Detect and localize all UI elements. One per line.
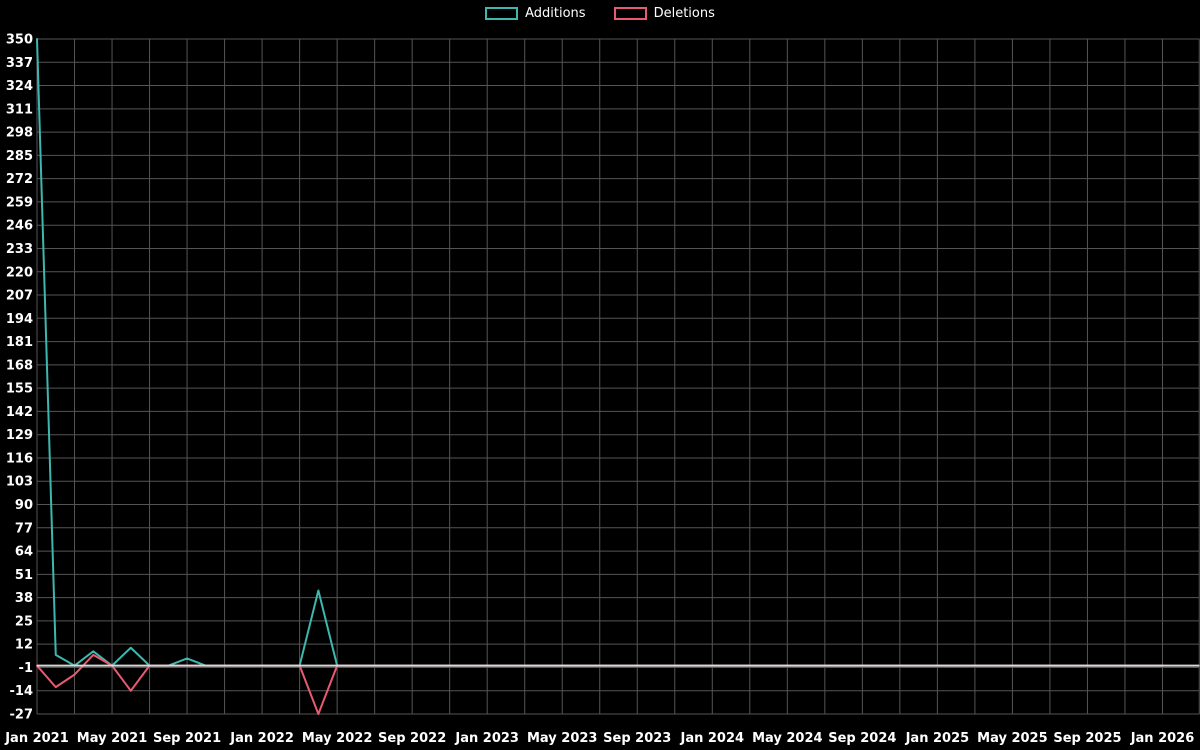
x-axis-tick-label: May 2022 bbox=[302, 731, 373, 746]
y-axis-tick-label: 220 bbox=[6, 265, 33, 280]
x-axis-tick-label: Sep 2023 bbox=[603, 731, 671, 746]
x-axis-tick-label: May 2025 bbox=[977, 731, 1048, 746]
x-axis-tick-label: Jan 2023 bbox=[454, 731, 519, 746]
x-axis-tick-label: May 2024 bbox=[752, 731, 823, 746]
y-axis-tick-label: 285 bbox=[6, 149, 33, 164]
y-axis-tick-label: 12 bbox=[15, 638, 33, 653]
y-axis-tick-label: -1 bbox=[19, 661, 33, 676]
y-axis-tick-label: 77 bbox=[15, 521, 33, 536]
x-axis-tick-label: Jan 2025 bbox=[905, 731, 970, 746]
legend-item-additions[interactable]: Additions bbox=[485, 6, 586, 21]
legend-label-deletions: Deletions bbox=[653, 6, 715, 21]
y-axis-tick-label: 207 bbox=[6, 289, 33, 304]
legend-label-additions: Additions bbox=[525, 6, 586, 21]
y-axis-tick-label: 233 bbox=[6, 242, 33, 257]
legend-item-deletions[interactable]: Deletions bbox=[613, 6, 715, 21]
y-axis-tick-label: 350 bbox=[6, 33, 33, 48]
y-axis-tick-label: 51 bbox=[15, 568, 33, 583]
x-axis-tick-label: May 2021 bbox=[77, 731, 148, 746]
y-axis-tick-label: -14 bbox=[10, 684, 34, 699]
y-axis-tick-label: 90 bbox=[15, 498, 33, 513]
y-axis-tick-label: 272 bbox=[6, 172, 33, 187]
y-axis-tick-label: 142 bbox=[6, 405, 33, 420]
x-axis-tick-label: Jan 2021 bbox=[4, 731, 69, 746]
x-axis-tick-label: Sep 2025 bbox=[1053, 731, 1121, 746]
x-axis-tick-label: May 2023 bbox=[527, 731, 598, 746]
y-axis-tick-label: 324 bbox=[6, 79, 33, 94]
y-axis-tick-label: 246 bbox=[6, 219, 33, 234]
y-axis-tick-label: 181 bbox=[6, 335, 33, 350]
y-axis-tick-label: 116 bbox=[6, 451, 33, 466]
additions-swatch-icon bbox=[485, 7, 519, 20]
chart-legend: Additions Deletions bbox=[0, 7, 1200, 20]
x-axis-tick-label: Jan 2026 bbox=[1130, 731, 1195, 746]
x-axis-tick-label: Sep 2021 bbox=[153, 731, 221, 746]
x-axis-tick-label: Sep 2024 bbox=[828, 731, 896, 746]
x-axis-tick-label: Jan 2022 bbox=[229, 731, 294, 746]
y-axis-tick-label: 103 bbox=[6, 475, 33, 490]
x-axis-tick-label: Sep 2022 bbox=[378, 731, 446, 746]
y-axis-tick-label: 337 bbox=[6, 56, 33, 71]
y-axis-tick-label: 311 bbox=[6, 102, 33, 117]
y-axis-tick-label: 64 bbox=[15, 545, 33, 560]
y-axis-tick-label: 129 bbox=[6, 428, 33, 443]
y-axis-tick-label: 298 bbox=[6, 126, 33, 141]
deletions-swatch-icon bbox=[613, 7, 647, 20]
x-axis-tick-label: Jan 2024 bbox=[680, 731, 745, 746]
y-axis-tick-label: -27 bbox=[10, 708, 34, 723]
y-axis-tick-label: 194 bbox=[6, 312, 33, 327]
y-axis-tick-label: 25 bbox=[15, 614, 33, 629]
y-axis-tick-label: 168 bbox=[6, 358, 33, 373]
y-axis-tick-label: 259 bbox=[6, 195, 33, 210]
y-axis-tick-label: 155 bbox=[6, 382, 33, 397]
y-axis-tick-label: 38 bbox=[15, 591, 33, 606]
